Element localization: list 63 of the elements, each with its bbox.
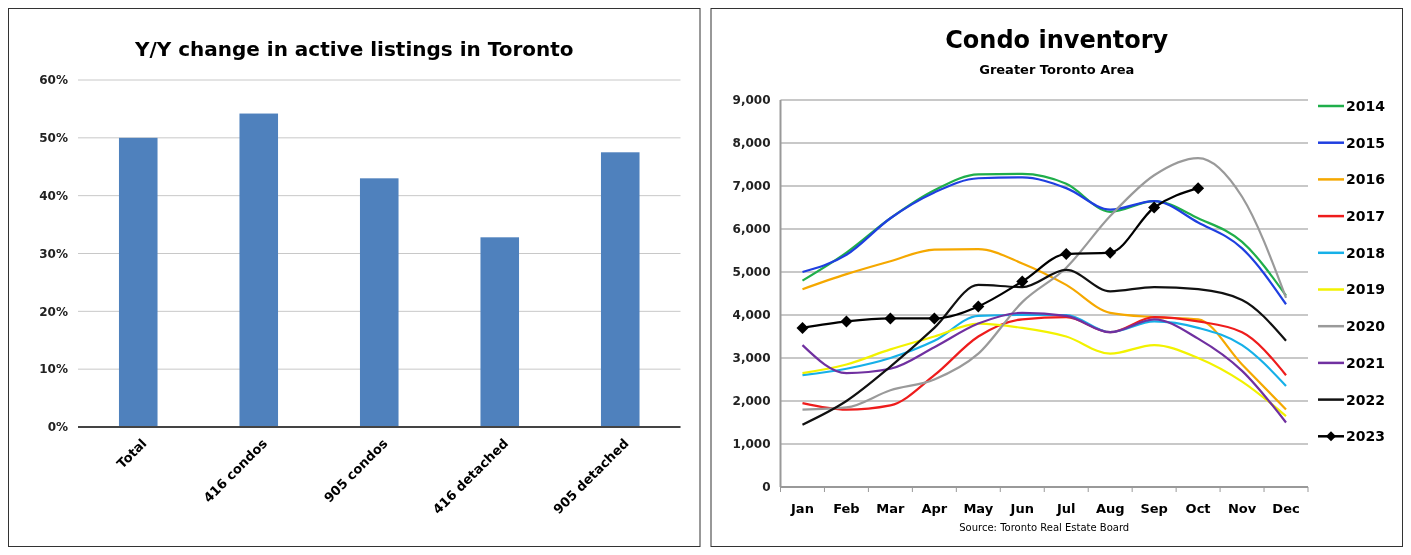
x-tick-label: Nov [1227,501,1257,516]
point [1060,247,1073,260]
legend-label: 2020 [1346,318,1386,335]
source-note: Source: Toronto Real Estate Board [959,522,1130,533]
y-tick-label: 20% [39,304,68,319]
x-tick-label: Mar [876,501,906,516]
x-tick-label: Sep [1140,501,1168,516]
y-tick-label: 1,000 [732,437,771,452]
x-tick-label: Dec [1272,501,1300,516]
point [1192,182,1205,195]
legend-label: 2015 [1346,134,1385,151]
legend-label: 2019 [1346,281,1385,298]
line-series [801,156,1288,411]
x-tick-label: Oct [1185,501,1211,516]
x-tick-label: Apr [921,501,948,516]
line-series [801,313,1288,388]
legend-label: 2022 [1346,391,1385,408]
line-series [801,311,1288,424]
line-series [801,268,1288,426]
x-tick-label: Aug [1095,501,1125,516]
chart-subtitle: Greater Toronto Area [979,62,1135,77]
y-tick-label: 40% [39,188,68,203]
x-tick-label: Jun [1009,501,1034,516]
line-series [801,248,1288,411]
bar [600,152,640,427]
y-tick-label: 30% [39,246,68,261]
point [1016,275,1029,288]
point [1148,201,1161,214]
legend-label: 2023 [1346,428,1385,445]
y-tick-label: 50% [39,131,68,146]
legend-label: 2021 [1346,354,1385,371]
point [972,300,985,313]
y-tick-label: 9,000 [732,93,771,108]
y-tick-label: 0% [47,420,68,435]
legend-label: 2014 [1346,97,1386,114]
bar [118,137,158,427]
y-tick-label: 7,000 [732,179,771,194]
legend-label: 2017 [1346,208,1385,224]
bar [480,237,520,427]
y-tick-label: 0 [762,480,771,495]
bar [359,178,399,427]
x-tick-label: Jan [790,501,814,516]
y-tick-label: 5,000 [732,265,771,280]
point [928,312,941,325]
y-tick-label: 3,000 [732,351,771,366]
x-tick-label: Feb [833,501,860,516]
point [796,321,809,334]
x-tick-label: Jul [1055,501,1076,516]
y-tick-label: 60% [39,73,68,88]
point [1104,246,1117,259]
legend-label: 2018 [1346,244,1385,261]
y-tick-label: 10% [39,362,68,377]
chart-title: Y/Y change in active listings in Toronto [133,37,574,61]
point [840,315,853,328]
y-tick-label: 4,000 [732,308,771,323]
legend-label: 2016 [1346,171,1385,188]
y-tick-label: 8,000 [732,136,771,151]
point [884,312,897,325]
y-tick-label: 6,000 [732,222,771,237]
bar [239,113,279,427]
x-tick-label: May [963,501,994,516]
y-tick-label: 2,000 [732,394,771,409]
chart-title: Condo inventory [945,26,1169,54]
